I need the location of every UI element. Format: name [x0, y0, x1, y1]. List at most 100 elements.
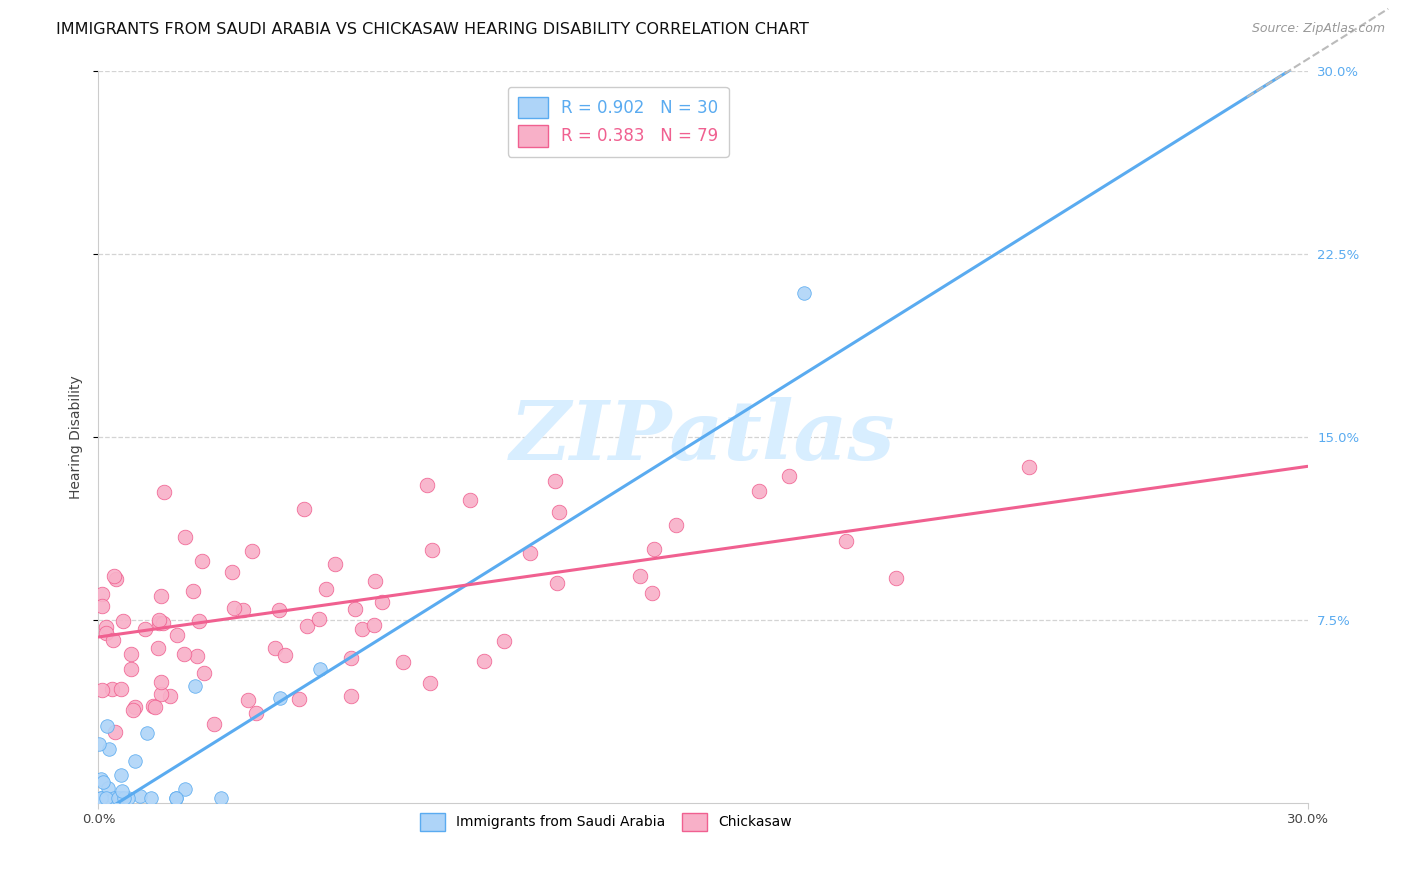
Point — [153, 485, 176, 500]
Point — [292, 501, 315, 516]
Point — [94, 626, 117, 640]
Point — [643, 541, 665, 556]
Point — [181, 584, 204, 599]
Point — [193, 666, 215, 681]
Point — [166, 628, 188, 642]
Point — [323, 557, 346, 571]
Point — [340, 651, 363, 665]
Point — [263, 640, 285, 655]
Point — [90, 772, 112, 786]
Point — [472, 654, 495, 668]
Text: ZIPatlas: ZIPatlas — [510, 397, 896, 477]
Point — [97, 780, 120, 795]
Point — [173, 647, 195, 661]
Point — [174, 530, 197, 544]
Point — [90, 791, 112, 805]
Point — [110, 767, 132, 781]
Point — [344, 602, 367, 616]
Point — [91, 683, 114, 698]
Point — [139, 791, 162, 805]
Point — [363, 574, 385, 589]
Point — [103, 632, 125, 647]
Point — [494, 634, 516, 648]
Point — [232, 603, 254, 617]
Point — [122, 702, 145, 716]
Point — [91, 587, 114, 601]
Point — [202, 717, 225, 731]
Point — [112, 791, 135, 805]
Point — [173, 782, 195, 797]
Point — [793, 286, 815, 301]
Point — [546, 576, 568, 591]
Point — [91, 775, 114, 789]
Text: IMMIGRANTS FROM SAUDI ARABIA VS CHICKASAW HEARING DISABILITY CORRELATION CHART: IMMIGRANTS FROM SAUDI ARABIA VS CHICKASA… — [56, 22, 808, 37]
Point — [103, 569, 125, 583]
Point — [136, 726, 159, 740]
Point — [221, 565, 243, 579]
Point — [665, 518, 688, 533]
Point — [150, 590, 173, 604]
Point — [124, 699, 146, 714]
Point — [90, 791, 112, 805]
Point — [134, 623, 156, 637]
Point — [103, 791, 125, 805]
Point — [188, 614, 211, 628]
Text: Source: ZipAtlas.com: Source: ZipAtlas.com — [1251, 22, 1385, 36]
Point — [420, 543, 443, 558]
Point — [240, 543, 263, 558]
Point — [96, 620, 118, 634]
Point — [295, 618, 318, 632]
Y-axis label: Hearing Disability: Hearing Disability — [69, 376, 83, 499]
Point — [165, 791, 187, 805]
Point — [391, 655, 413, 669]
Legend: Immigrants from Saudi Arabia, Chickasaw: Immigrants from Saudi Arabia, Chickasaw — [415, 807, 797, 836]
Point — [98, 742, 121, 756]
Point — [211, 791, 233, 805]
Point — [91, 599, 114, 613]
Point — [120, 662, 142, 676]
Point — [186, 648, 208, 663]
Point — [350, 622, 373, 636]
Point — [148, 615, 170, 630]
Point — [105, 791, 128, 805]
Point — [269, 691, 291, 706]
Point — [267, 602, 290, 616]
Point — [747, 484, 769, 499]
Point — [159, 689, 181, 703]
Point — [112, 614, 135, 628]
Point — [548, 505, 571, 519]
Point — [104, 573, 127, 587]
Point — [148, 640, 170, 655]
Point — [778, 469, 800, 483]
Point — [184, 679, 207, 693]
Point — [308, 612, 330, 626]
Point — [274, 648, 297, 662]
Point — [191, 554, 214, 568]
Point — [111, 783, 134, 797]
Point — [628, 569, 651, 583]
Point — [165, 791, 187, 805]
Point — [236, 692, 259, 706]
Point — [835, 534, 858, 549]
Point — [96, 719, 118, 733]
Point — [112, 791, 135, 805]
Point — [89, 737, 111, 751]
Point — [120, 647, 142, 661]
Point — [544, 475, 567, 489]
Point — [142, 698, 165, 713]
Point — [419, 675, 441, 690]
Point — [104, 725, 127, 739]
Point — [148, 614, 170, 628]
Point — [96, 791, 118, 805]
Point — [245, 706, 267, 720]
Point — [288, 691, 311, 706]
Point — [363, 618, 385, 632]
Point — [224, 601, 246, 615]
Point — [107, 791, 129, 805]
Point — [340, 689, 363, 703]
Point — [124, 755, 146, 769]
Point — [371, 595, 394, 609]
Point — [149, 687, 172, 701]
Point — [315, 582, 337, 597]
Point — [117, 791, 139, 805]
